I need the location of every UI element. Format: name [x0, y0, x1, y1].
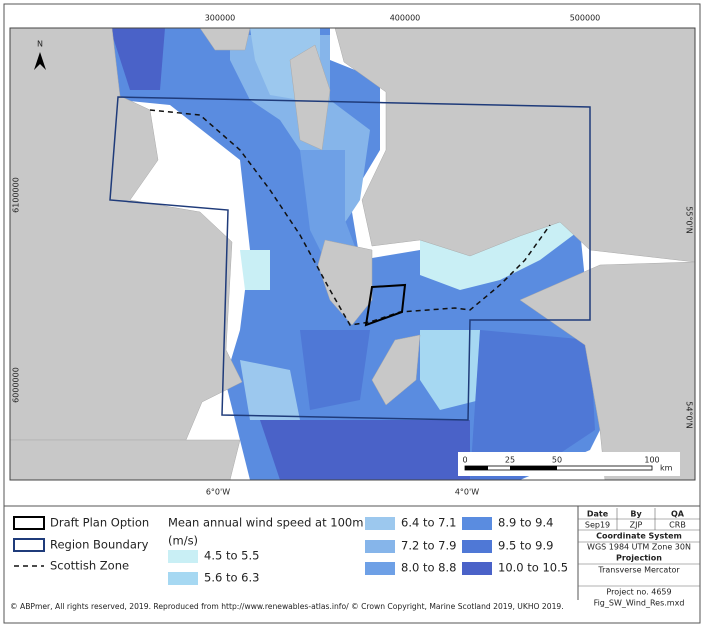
scale-label: 25: [505, 456, 515, 465]
legend-unit: (m/s): [168, 534, 198, 548]
scottish-zone: [149, 109, 551, 326]
legend-label: Region Boundary: [50, 538, 149, 552]
land-ireland-south: [10, 439, 241, 480]
bottom-tick-label: 6°0'W: [206, 488, 230, 497]
legend-class-label: 6.4 to 7.1: [401, 516, 456, 530]
table-row: Project no. 4659: [606, 588, 671, 597]
legend-label: Scottish Zone: [50, 559, 129, 573]
table-header: Date: [587, 510, 609, 519]
draft-plan-option: [364, 283, 407, 327]
legend-class-swatch: [365, 517, 395, 530]
legend-class-label: 8.0 to 8.8: [401, 561, 456, 575]
legend-class-label: 7.2 to 7.9: [401, 539, 456, 553]
wind-cells: [420, 215, 580, 290]
wind-cells: [240, 250, 270, 290]
scale-label: 0: [462, 456, 467, 465]
land-scotland: [334, 28, 695, 263]
table-row: Fig_SW_Wind_Res.mxd: [594, 599, 685, 608]
table-row: Projection: [616, 554, 662, 563]
right-tick-label: 55°0'N: [685, 206, 694, 233]
wind-cells: [420, 330, 480, 410]
top-tick-label: 300000: [205, 14, 236, 23]
legend-swatch: [13, 516, 45, 530]
bottom-tick-label: 4°0'W: [455, 488, 479, 497]
legend-title: Mean annual wind speed at 100m: [168, 516, 363, 530]
land: [10, 28, 695, 480]
table-row: WGS 1984 UTM Zone 30N: [587, 543, 691, 552]
scale-bar-bg: [458, 452, 680, 476]
legend-class-label: 8.9 to 9.4: [498, 516, 553, 530]
map-area: N: [10, 28, 695, 480]
north-arrow: N: [34, 40, 46, 70]
table-header: By: [630, 510, 642, 519]
legend-class-swatch: [365, 562, 395, 575]
wind-cells: [260, 420, 470, 480]
left-tick-label: 6000000: [12, 367, 21, 403]
legend-class-swatch: [462, 540, 492, 553]
legend-label: Draft Plan Option: [50, 516, 149, 530]
top-tick-label: 400000: [390, 14, 421, 23]
legend-class-label: 5.6 to 6.3: [204, 571, 259, 585]
legend-class-swatch: [462, 517, 492, 530]
land-isle-of-man: [371, 334, 421, 406]
legend-class-swatch: [365, 540, 395, 553]
scale-bar-seg: [510, 466, 557, 470]
right-tick-label: 54°0'N: [685, 401, 694, 428]
top-tick-label: 500000: [570, 14, 601, 23]
table-row: Transverse Mercator: [597, 566, 680, 575]
legend-class-label: 4.5 to 5.5: [204, 549, 259, 563]
table-cell: CRB: [669, 521, 686, 530]
land-islay: [199, 28, 251, 51]
legend-class-label: 9.5 to 9.9: [498, 539, 553, 553]
legend-class-swatch: [168, 572, 198, 585]
scale-bar: [464, 465, 653, 471]
scale-bar-seg: [465, 466, 488, 470]
region-boundary: [109, 96, 591, 421]
wind-cells: [300, 150, 360, 270]
copyright: © ABPmer, All rights reserved, 2019. Rep…: [10, 602, 564, 611]
land-ireland: [10, 28, 243, 441]
north-arrow-shape: [34, 52, 46, 70]
land-england: [519, 261, 695, 480]
scale-label: 100: [644, 456, 659, 465]
north-label: N: [37, 40, 43, 49]
legend-class-swatch: [462, 562, 492, 575]
table-header: QA: [671, 510, 685, 519]
legend-swatch: [13, 538, 45, 552]
wind-cells: [240, 360, 300, 420]
wind-cells: [110, 28, 165, 90]
table-cell: ZJP: [630, 521, 643, 530]
table-row: Coordinate System: [596, 532, 682, 541]
legend-class-label: 10.0 to 10.5: [498, 561, 568, 575]
table-cell: Sep19: [585, 521, 610, 530]
wind-cells: [470, 330, 595, 480]
legend-class-swatch: [168, 550, 198, 563]
scale-label: 50: [552, 456, 562, 465]
wind-cells: [300, 330, 370, 410]
land-galloway: [317, 239, 373, 326]
scale-unit: km: [660, 464, 673, 473]
map-frame: [9, 27, 696, 481]
left-tick-label: 6100000: [12, 177, 21, 213]
